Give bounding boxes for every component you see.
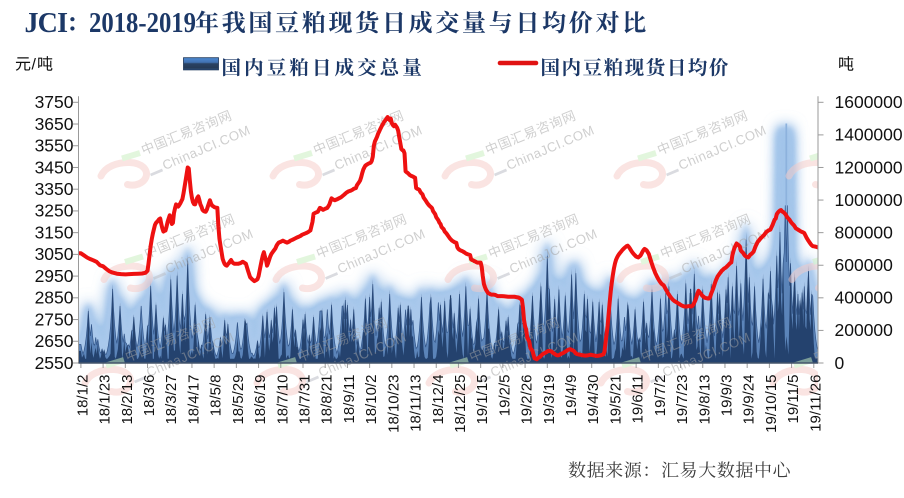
svg-text:1000000: 1000000 [835, 190, 903, 210]
svg-text:18/6/19: 18/6/19 [252, 375, 269, 425]
svg-text:19/7/23: 19/7/23 [674, 375, 691, 425]
svg-text:19/11/5: 19/11/5 [785, 375, 802, 424]
svg-text:19/1/15: 19/1/15 [474, 375, 491, 425]
svg-text:3150: 3150 [35, 222, 74, 242]
svg-text:3750: 3750 [35, 92, 74, 112]
svg-text:18/7/31: 18/7/31 [296, 375, 313, 425]
svg-text:400000: 400000 [835, 288, 894, 308]
svg-text:2650: 2650 [35, 331, 74, 351]
svg-text:18/12/4: 18/12/4 [430, 375, 447, 425]
svg-text:2550: 2550 [35, 353, 74, 373]
svg-text:2950: 2950 [35, 266, 74, 286]
svg-text:18/2/13: 18/2/13 [119, 375, 136, 425]
svg-text:1200000: 1200000 [835, 157, 903, 177]
svg-text:600000: 600000 [835, 255, 894, 275]
svg-text:3050: 3050 [35, 244, 74, 264]
svg-text:18/10/23: 18/10/23 [385, 375, 402, 433]
svg-text:19/2/5: 19/2/5 [496, 375, 513, 417]
svg-text:2850: 2850 [35, 288, 74, 308]
svg-text:19/4/30: 19/4/30 [585, 375, 602, 425]
svg-text:2018-2019: 2018-2019 [89, 8, 196, 39]
svg-text:19/3/19: 19/3/19 [541, 375, 558, 425]
svg-text:/: / [32, 57, 37, 74]
svg-text:18/5/29: 18/5/29 [230, 375, 247, 425]
svg-text:18/10/2: 18/10/2 [363, 375, 380, 425]
svg-text:19/2/26: 19/2/26 [519, 375, 536, 425]
svg-text:3450: 3450 [35, 157, 74, 177]
svg-text:19/6/11: 19/6/11 [630, 375, 647, 424]
svg-text:19/11/26: 19/11/26 [807, 375, 824, 432]
svg-text:19/5/21: 19/5/21 [607, 375, 624, 425]
svg-text:1400000: 1400000 [835, 125, 903, 145]
svg-text:18/8/21: 18/8/21 [319, 375, 336, 425]
svg-text:19/9/3: 19/9/3 [718, 375, 735, 417]
svg-text:18/7/10: 18/7/10 [274, 375, 291, 425]
svg-text:19/10/15: 19/10/15 [763, 375, 780, 433]
svg-text:18/11/13: 18/11/13 [408, 375, 425, 432]
svg-text:3650: 3650 [35, 114, 74, 134]
svg-text:19/4/9: 19/4/9 [563, 375, 580, 417]
svg-text:3550: 3550 [35, 136, 74, 156]
svg-text:18/12/25: 18/12/25 [452, 375, 469, 433]
svg-text:18/1/2: 18/1/2 [74, 375, 91, 417]
svg-text:18/1/23: 18/1/23 [97, 375, 114, 425]
svg-text:18/4/17: 18/4/17 [185, 375, 202, 425]
svg-text:JCI: JCI [25, 8, 69, 39]
svg-text:200000: 200000 [835, 320, 894, 340]
svg-text:0: 0 [835, 353, 845, 373]
svg-text:19/7/2: 19/7/2 [652, 375, 669, 417]
svg-text:19/9/24: 19/9/24 [741, 375, 758, 425]
svg-text:19/8/13: 19/8/13 [696, 375, 713, 425]
svg-text:3350: 3350 [35, 179, 74, 199]
svg-text:18/3/27: 18/3/27 [163, 375, 180, 425]
svg-text:3250: 3250 [35, 201, 74, 221]
svg-text:800000: 800000 [835, 222, 894, 242]
svg-text:18/9/11: 18/9/11 [341, 375, 358, 424]
svg-text:18/5/8: 18/5/8 [208, 375, 225, 417]
svg-text:18/3/6: 18/3/6 [141, 375, 158, 417]
svg-text:2750: 2750 [35, 309, 74, 329]
svg-text:1600000: 1600000 [835, 92, 903, 112]
